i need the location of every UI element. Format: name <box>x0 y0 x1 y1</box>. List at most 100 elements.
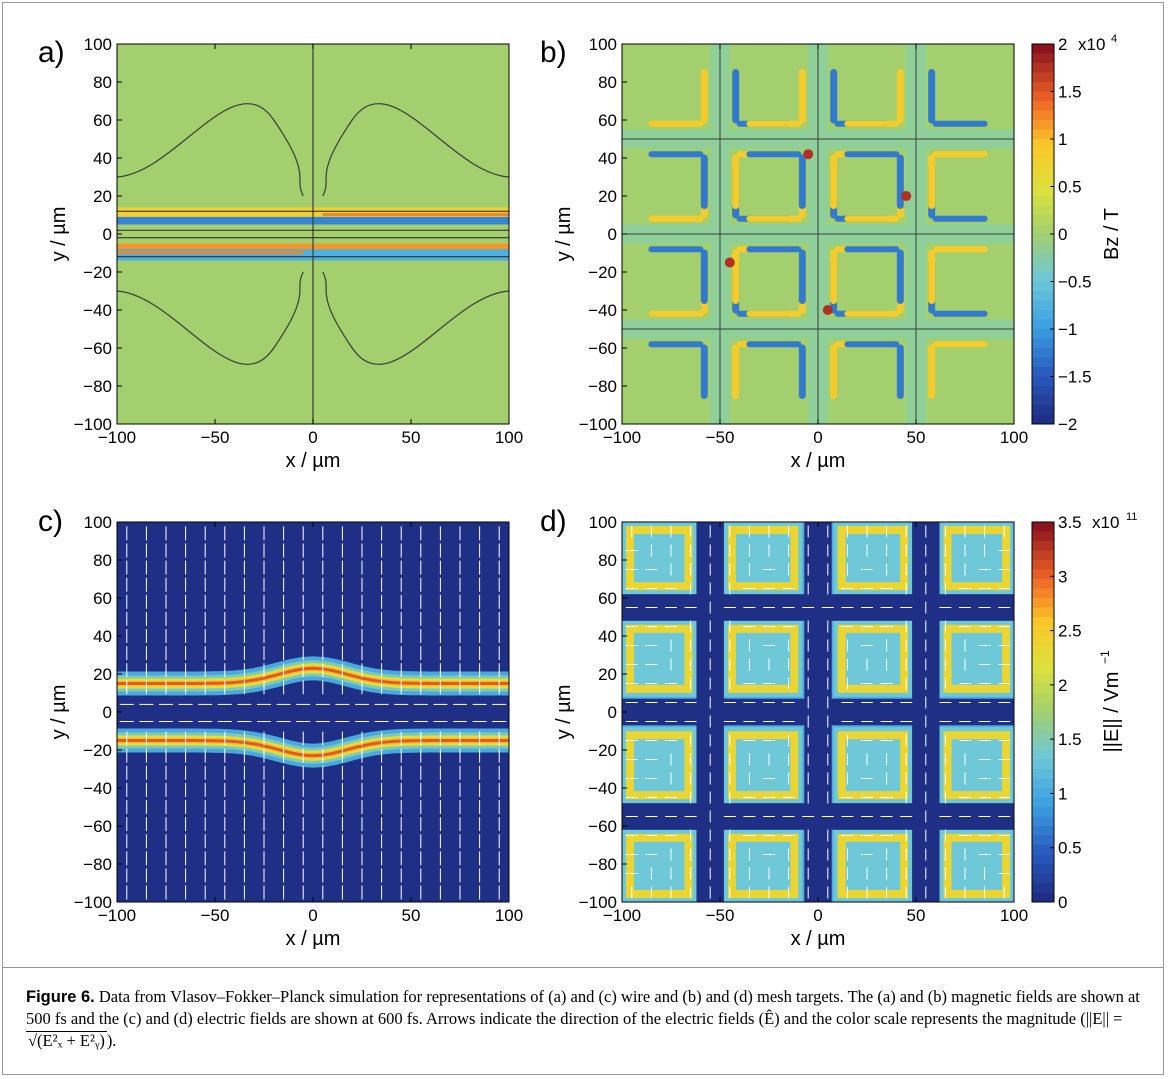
y-tick-label-a: 80 <box>93 73 112 92</box>
colorbar-b-tick-label: −1 <box>1058 320 1077 339</box>
colorbar-d-swatch <box>1032 674 1054 684</box>
e-ring <box>943 624 1011 693</box>
colorbar-d-swatch <box>1032 712 1054 722</box>
colorbar-d-swatch <box>1032 750 1054 760</box>
bz-hotspot <box>803 149 814 160</box>
e-cell <box>622 620 697 697</box>
caption-label: Figure 6. <box>26 988 95 1006</box>
colorbar-b-tick-label: 2 <box>1058 35 1067 54</box>
y-tick-label-b: −40 <box>588 301 617 320</box>
figure-plots: −100 −50 0 50 100100806040200−20−40−60−80−10… <box>48 33 1137 950</box>
colorbar-b-swatch <box>1032 386 1054 396</box>
colorbar-d-swatch <box>1032 607 1054 618</box>
e-cell <box>723 522 803 595</box>
y-tick-label-d: 20 <box>598 665 617 684</box>
colorbar-d-swatch <box>1032 731 1054 741</box>
figure-caption: Figure 6. Data from Vlasov–Fokker–Planck… <box>26 986 1146 1052</box>
e-ring <box>727 833 799 898</box>
y-tick-label-d: −40 <box>588 779 617 798</box>
y-tick-label-d: 0 <box>608 703 617 722</box>
colorbar-d-swatch <box>1032 778 1054 789</box>
colorbar-b-swatch <box>1032 44 1054 54</box>
colorbar-b-swatch <box>1032 376 1054 387</box>
y-tick-label-d: 40 <box>598 627 617 646</box>
e-ring <box>727 731 799 800</box>
x-tick-label-d: 0 <box>813 906 822 925</box>
colorbar-d-swatch <box>1032 740 1054 751</box>
colorbar-d-frame <box>1031 521 1055 903</box>
axes-c: −100 −50 0 50 100 100 80 60 40 20 0 −20 −40 −60 −80 −10… <box>48 513 523 950</box>
mesh-gap-v <box>912 522 940 902</box>
e-cell <box>833 620 913 697</box>
colorbar-b-swatch <box>1032 158 1054 168</box>
axes-b: −100 −50 0 50 100 100 80 60 40 20 0 −20 −40 −60 −80 −10… <box>553 35 1028 472</box>
x-tick-label-b: 100 <box>1000 428 1028 447</box>
x-tick-label-c: −50 <box>201 906 230 925</box>
colorbar-d-swatch <box>1032 864 1054 874</box>
e-ring <box>943 731 1011 800</box>
colorbar-b-swatch <box>1032 139 1054 149</box>
e-ring <box>837 624 909 693</box>
panel-b-letter: b) <box>540 36 567 69</box>
y-tick-label-c: 20 <box>93 665 112 684</box>
colorbar-b-swatch <box>1032 367 1054 377</box>
colorbar-b-swatch <box>1032 262 1054 273</box>
y-axis-label-d: y / µm <box>553 685 575 740</box>
x-axis-label-d: x / µm <box>791 928 846 950</box>
colorbar-b-multiplier: x10 <box>1078 35 1105 54</box>
colorbar-d-swatch <box>1032 645 1054 656</box>
colorbar-d-swatch <box>1032 636 1054 646</box>
axes-d: −100 −50 0 50 100 100 80 60 40 20 0 −20 −40 −60 −80 −10… <box>553 513 1028 950</box>
colorbar-b-swatch <box>1032 338 1054 349</box>
colorbar-b-swatch <box>1032 110 1054 121</box>
e-ring <box>727 526 799 591</box>
e-cell <box>939 727 1014 804</box>
colorbar-b-swatch <box>1032 291 1054 301</box>
e-cell <box>939 829 1014 902</box>
y-tick-label-a: 40 <box>93 149 112 168</box>
y-tick-label-b: −80 <box>588 377 617 396</box>
y-axis-label-a: y / µm <box>48 207 70 262</box>
y-tick-label-b: 40 <box>598 149 617 168</box>
x-tick-label-b: −100 <box>603 428 641 447</box>
caption-end: ). <box>106 1031 117 1050</box>
x-axis-label-a: x / µm <box>286 450 341 472</box>
y-tick-label-c: 60 <box>93 589 112 608</box>
y-tick-label-b: −20 <box>588 263 617 282</box>
bz-hotspot <box>901 191 912 201</box>
colorbar-d-exponent: 11 <box>1126 511 1137 523</box>
colorbar-d-swatch <box>1032 598 1054 608</box>
y-tick-label-a: 100 <box>84 35 112 54</box>
colorbar-b-tick-label: 0 <box>1058 225 1067 244</box>
colorbar-d-tick-label: 3 <box>1058 567 1067 586</box>
colorbar-b-swatch <box>1032 414 1054 425</box>
y-tick-label-b: −100 <box>579 415 617 434</box>
colorbar-d-label-exp: −1 <box>1098 650 1112 664</box>
colorbar-b-swatch <box>1032 148 1054 159</box>
colorbar-b-swatch <box>1032 91 1054 102</box>
y-tick-label-d: 60 <box>598 589 617 608</box>
colorbar-d-tick-label: 3.5 <box>1058 513 1082 532</box>
colorbar-b-swatch <box>1032 177 1054 187</box>
panel-c-letter: c) <box>38 505 63 538</box>
colorbar-b-tick-label: 0.5 <box>1058 178 1082 197</box>
y-tick-label-c: 40 <box>93 627 112 646</box>
colorbar-b-swatch <box>1032 196 1054 206</box>
colorbar-d-swatch <box>1032 664 1054 675</box>
y-tick-label-a: −100 <box>74 415 112 434</box>
colorbar-b-swatch <box>1032 253 1054 263</box>
colorbar-d-tick-label: 2 <box>1058 676 1067 695</box>
x-tick-label-d: −50 <box>706 906 735 925</box>
e-cell <box>939 522 1014 595</box>
colorbar-d-tick-label: 1 <box>1058 784 1067 803</box>
colorbar-b-swatch <box>1032 272 1054 282</box>
y-tick-label-c: 100 <box>84 513 112 532</box>
y-tick-label-a: −40 <box>83 301 112 320</box>
colorbar-b-swatch <box>1032 234 1054 244</box>
caption-text: Data from Vlasov–Fokker–Planck simulatio… <box>26 987 1140 1028</box>
mesh-gap-h <box>622 594 1014 621</box>
field-layer-b <box>622 44 1014 424</box>
colorbar-b-tick-label: 1.5 <box>1058 83 1082 102</box>
colorbar-d-swatch <box>1032 759 1054 770</box>
colorbar-d-swatch <box>1032 721 1054 732</box>
